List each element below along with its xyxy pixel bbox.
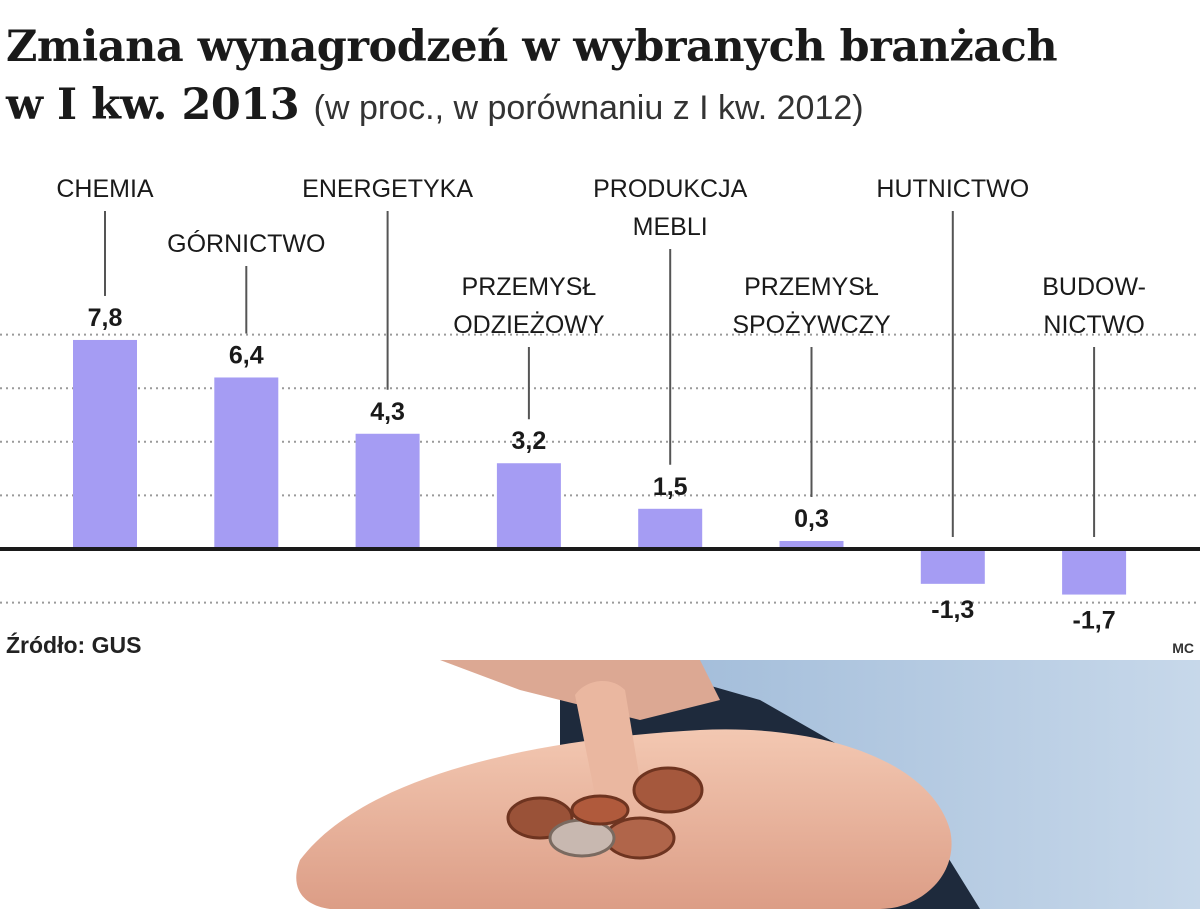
value-label: 1,5 — [653, 473, 688, 501]
category-label: PRZEMYSŁ — [744, 273, 879, 301]
category-label: ENERGETYKA — [302, 175, 473, 203]
coin — [570, 794, 630, 826]
bar — [779, 540, 844, 549]
coin — [632, 766, 704, 814]
bar — [638, 508, 703, 549]
category-label: PRZEMYSŁ — [462, 273, 597, 301]
category-label: GÓRNICTWO — [167, 229, 325, 258]
bar-chart: 7,8 CHEMIA 6,4 GÓRNICTWO 4,3 ENERGETYKA 3,2 PRZ… — [0, 175, 1200, 635]
bar — [920, 549, 985, 584]
coin — [604, 816, 676, 860]
bar — [73, 339, 137, 549]
value-label: 0,3 — [794, 505, 829, 533]
category-label: HUTNICTWO — [876, 175, 1029, 203]
value-label: 6,4 — [229, 341, 264, 369]
value-label: 3,2 — [512, 427, 547, 455]
coin — [548, 818, 616, 858]
bar — [355, 433, 420, 549]
source-note: Źródło: GUS — [6, 632, 142, 658]
chart-title: Zmiana wynagrodzeń w wybranych branżach — [6, 22, 1058, 72]
bar — [496, 463, 561, 549]
value-label: 7,8 — [88, 304, 123, 332]
category-label: ODZIEŻOWY — [453, 310, 605, 339]
author-credit: MC — [1172, 640, 1194, 656]
category-label: PRODUKCJA — [593, 175, 748, 203]
bar — [214, 377, 279, 549]
value-label: 4,3 — [370, 398, 405, 426]
chart-title-period: w I kw. 2013 — [6, 80, 300, 130]
chart-title-line2: w I kw. 2013 (w proc., w porównaniu z I … — [6, 80, 864, 130]
bar — [1062, 549, 1127, 595]
chart-subtitle: (w proc., w porównaniu z I kw. 2012) — [313, 89, 864, 127]
category-label: NICTWO — [1043, 311, 1144, 339]
value-label: -1,7 — [1073, 607, 1116, 635]
coins-in-hand-photo — [0, 660, 1200, 909]
category-label: SPOŻYWCZY — [732, 310, 891, 339]
category-label: MEBLI — [633, 213, 708, 241]
category-label: BUDOW- — [1042, 273, 1146, 301]
category-label: CHEMIA — [56, 175, 154, 203]
value-label: -1,3 — [931, 596, 974, 624]
